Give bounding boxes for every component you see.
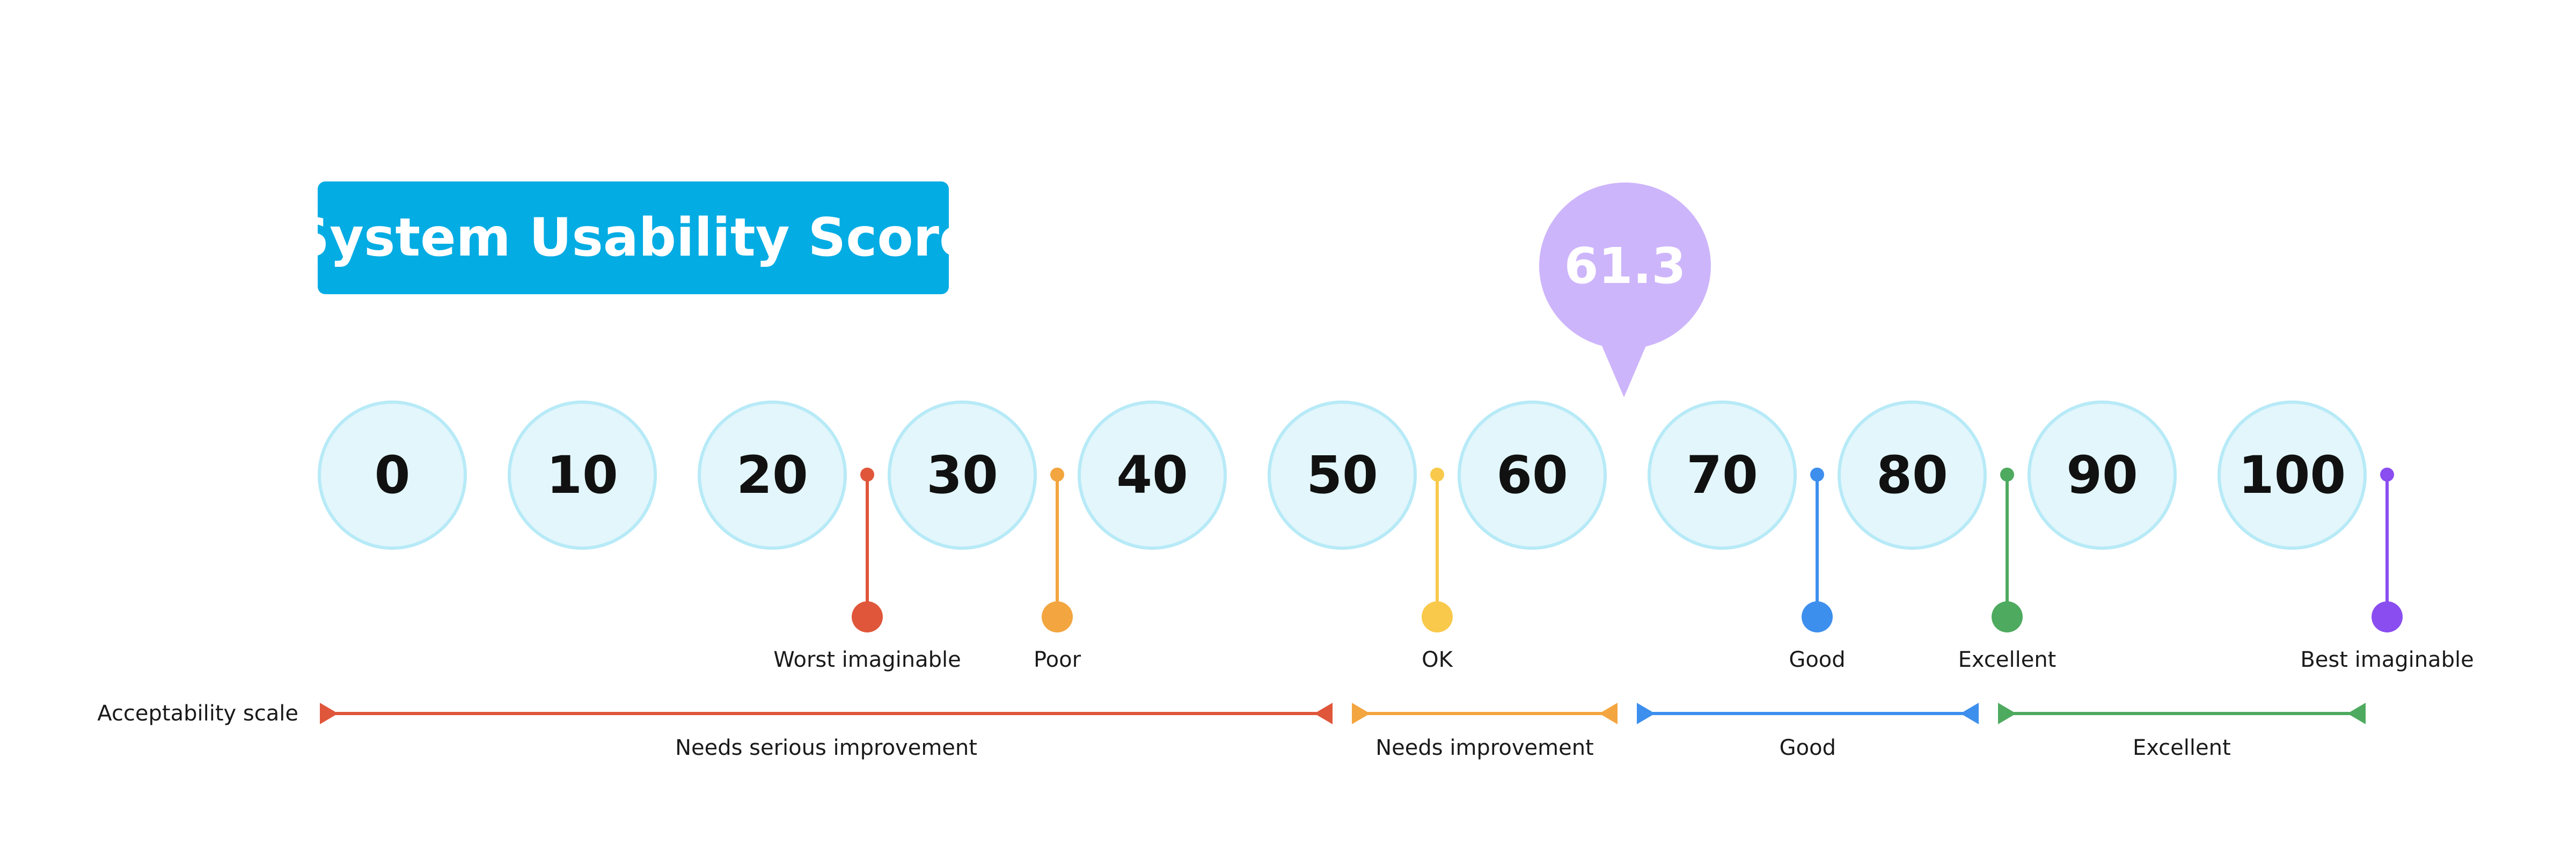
segment-start-arrow [320, 703, 338, 724]
marker-stem [866, 475, 869, 617]
acceptability-segment-label: Needs improvement [1375, 736, 1594, 760]
marker-dot-small [1810, 468, 1824, 482]
segment-end-arrow [2347, 703, 2366, 724]
acceptability-segment-label: Needs serious improvement [675, 736, 977, 760]
marker-dot-small [2000, 468, 2014, 482]
segment-end-arrow [1314, 703, 1333, 724]
acceptability-scale-label: Acceptability scale [97, 701, 298, 726]
score-tick-30: 30 [888, 401, 1037, 550]
score-value: 61.3 [1564, 237, 1686, 295]
marker-dot-small [1430, 468, 1444, 482]
marker-dot-small [860, 468, 874, 482]
score-tick-0: 0 [318, 401, 467, 550]
marker-label: Worst imaginable [773, 647, 961, 672]
segment-start-arrow [1352, 703, 1370, 724]
marker-dot-large [1422, 601, 1453, 632]
score-tick-100: 100 [2218, 401, 2367, 550]
score-tick-20: 20 [698, 401, 847, 550]
score-tick-40: 40 [1078, 401, 1227, 550]
marker-dot-large [1992, 601, 2023, 632]
marker-label: Best imaginable [2300, 647, 2474, 672]
marker-dot-large [1042, 601, 1073, 632]
acceptability-segment-line [1352, 712, 1618, 715]
acceptability-segment-line [1637, 712, 1979, 715]
marker-stem [1436, 475, 1439, 617]
score-tick-50: 50 [1268, 401, 1417, 550]
score-tick-90: 90 [2028, 401, 2177, 550]
score-tick-10: 10 [508, 401, 657, 550]
marker-label: Good [1789, 647, 1846, 672]
marker-stem [2385, 475, 2389, 617]
score-pointer [1592, 322, 1656, 397]
marker-dot-small [2380, 468, 2394, 482]
marker-label: Poor [1033, 647, 1081, 672]
marker-dot-small [1050, 468, 1064, 482]
score-tick-60: 60 [1458, 401, 1607, 550]
marker-dot-large [852, 601, 883, 632]
title-banner: System Usability Score [292, 181, 975, 294]
score-tick-80: 80 [1838, 401, 1987, 550]
acceptability-segment-label: Good [1779, 736, 1836, 760]
acceptability-segment-line [320, 712, 1333, 715]
marker-dot-large [1802, 601, 1833, 632]
segment-end-arrow [1599, 703, 1618, 724]
score-tick-70: 70 [1648, 401, 1797, 550]
acceptability-segment-label: Excellent [2132, 736, 2231, 760]
marker-label: OK [1422, 647, 1453, 672]
marker-stem [2006, 475, 2009, 617]
marker-stem [1056, 475, 1059, 617]
segment-end-arrow [1960, 703, 1979, 724]
marker-dot-large [2372, 601, 2403, 632]
marker-label: Excellent [1958, 647, 2057, 672]
page-title: System Usability Score [291, 207, 975, 268]
segment-start-arrow [1997, 703, 2016, 724]
score-bubble: 61.3 [1539, 183, 1711, 349]
acceptability-segment-line [1997, 712, 2366, 715]
segment-start-arrow [1637, 703, 1655, 724]
marker-stem [1816, 475, 1819, 617]
